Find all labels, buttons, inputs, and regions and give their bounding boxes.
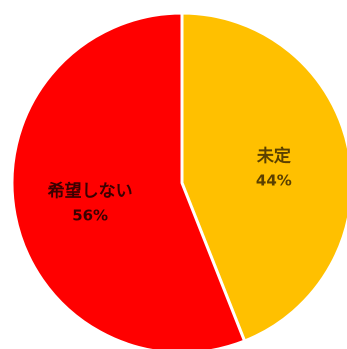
pie-labels: 未定 44% 希望しない 56% <box>48 145 292 224</box>
slice-percent-0: 44% <box>256 171 292 189</box>
pie-slice-1 <box>10 11 247 349</box>
slice-label-1: 希望しない <box>48 181 133 202</box>
slice-percent-1: 56% <box>72 207 108 225</box>
pie-slice-0 <box>180 11 347 343</box>
slice-label-0: 未定 <box>256 145 291 166</box>
pie-slices <box>10 11 347 349</box>
